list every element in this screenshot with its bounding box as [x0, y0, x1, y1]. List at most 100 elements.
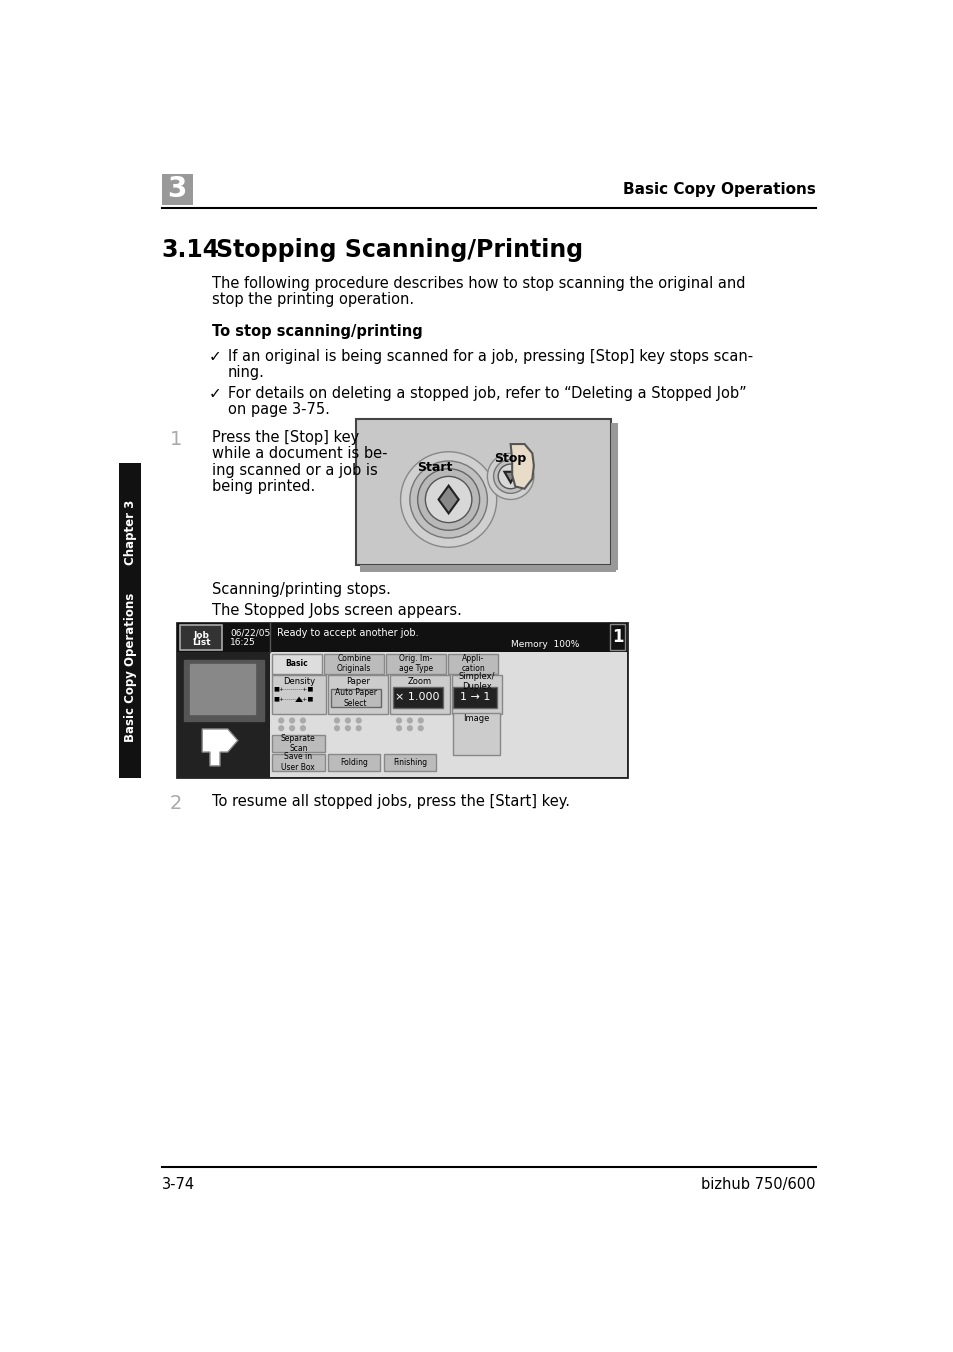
Text: ✓: ✓ [208, 387, 221, 402]
Text: The Stopped Jobs screen appears.: The Stopped Jobs screen appears. [212, 603, 461, 618]
Circle shape [395, 725, 402, 731]
Text: 2: 2 [170, 794, 182, 813]
FancyBboxPatch shape [453, 713, 499, 756]
FancyBboxPatch shape [179, 625, 222, 650]
Circle shape [355, 718, 361, 723]
Circle shape [410, 461, 487, 538]
Text: The following procedure describes how to stop scanning the original and: The following procedure describes how to… [212, 276, 745, 291]
Text: Combine
Originals: Combine Originals [336, 654, 371, 673]
Text: Density: Density [283, 677, 314, 685]
Text: 06/22/05: 06/22/05 [230, 629, 270, 637]
FancyBboxPatch shape [328, 675, 388, 714]
FancyBboxPatch shape [323, 653, 384, 673]
Circle shape [417, 469, 479, 530]
FancyBboxPatch shape [355, 419, 611, 565]
FancyBboxPatch shape [453, 687, 497, 708]
Circle shape [417, 725, 423, 731]
Text: Ready to accept another job.: Ready to accept another job. [276, 627, 417, 638]
Text: Press the [Stop] key: Press the [Stop] key [212, 430, 359, 445]
Text: Folding: Folding [340, 757, 368, 767]
Circle shape [406, 718, 413, 723]
Text: Image: Image [463, 714, 489, 723]
Circle shape [425, 476, 472, 523]
Text: Stop: Stop [494, 452, 526, 465]
FancyBboxPatch shape [447, 653, 497, 673]
Text: If an original is being scanned for a job, pressing [Stop] key stops scan-: If an original is being scanned for a jo… [228, 349, 752, 364]
FancyBboxPatch shape [270, 652, 626, 776]
Text: List: List [192, 638, 210, 648]
FancyBboxPatch shape [177, 623, 626, 652]
Text: while a document is be-: while a document is be- [212, 446, 387, 461]
Circle shape [400, 452, 497, 548]
Text: Paper: Paper [346, 677, 370, 685]
Text: Memory  100%: Memory 100% [510, 639, 578, 649]
Polygon shape [202, 729, 237, 767]
Polygon shape [510, 443, 534, 488]
FancyBboxPatch shape [452, 675, 501, 714]
Text: Auto Paper
Select: Auto Paper Select [335, 688, 376, 708]
FancyBboxPatch shape [177, 652, 270, 776]
Circle shape [344, 725, 351, 731]
Circle shape [479, 725, 485, 731]
Circle shape [289, 725, 294, 731]
Text: bizhub 750/600: bizhub 750/600 [700, 1178, 815, 1192]
Text: To stop scanning/printing: To stop scanning/printing [212, 324, 422, 339]
Text: Save in
User Box: Save in User Box [281, 752, 314, 772]
FancyBboxPatch shape [360, 565, 616, 572]
Text: Basic: Basic [286, 658, 308, 668]
FancyBboxPatch shape [183, 660, 264, 721]
Circle shape [468, 725, 475, 731]
Text: ning.: ning. [228, 365, 264, 380]
FancyBboxPatch shape [328, 753, 380, 771]
Circle shape [289, 718, 294, 723]
Circle shape [344, 718, 351, 723]
Text: Scanning/printing stops.: Scanning/printing stops. [212, 581, 391, 596]
Circle shape [457, 718, 464, 723]
FancyBboxPatch shape [393, 687, 443, 708]
Text: Start: Start [416, 461, 452, 475]
Text: For details on deleting a stopped job, refer to “Deleting a Stopped Job”: For details on deleting a stopped job, r… [228, 387, 745, 402]
Text: Chapter 3: Chapter 3 [124, 499, 136, 565]
Circle shape [299, 718, 306, 723]
Text: 3: 3 [168, 176, 187, 203]
Polygon shape [294, 696, 303, 702]
Text: 1: 1 [611, 629, 622, 646]
FancyBboxPatch shape [177, 623, 626, 776]
Text: on page 3-75.: on page 3-75. [228, 402, 330, 416]
Polygon shape [504, 472, 517, 483]
Circle shape [278, 725, 284, 731]
Circle shape [479, 718, 485, 723]
Circle shape [334, 725, 340, 731]
Text: stop the printing operation.: stop the printing operation. [212, 292, 414, 307]
Circle shape [417, 718, 423, 723]
Text: × 1.000: × 1.000 [395, 692, 439, 703]
FancyBboxPatch shape [272, 675, 326, 714]
Circle shape [493, 460, 527, 493]
Text: being printed.: being printed. [212, 479, 315, 493]
Circle shape [278, 718, 284, 723]
FancyBboxPatch shape [190, 664, 254, 714]
FancyBboxPatch shape [272, 735, 324, 752]
Text: ing scanned or a job is: ing scanned or a job is [212, 462, 377, 477]
Circle shape [334, 718, 340, 723]
Polygon shape [438, 485, 458, 514]
Text: Stopping Scanning/Printing: Stopping Scanning/Printing [216, 238, 582, 262]
FancyBboxPatch shape [390, 675, 450, 714]
Text: Finishing: Finishing [393, 757, 427, 767]
Circle shape [395, 718, 402, 723]
FancyBboxPatch shape [385, 653, 446, 673]
FancyBboxPatch shape [609, 625, 624, 650]
Text: 1: 1 [170, 430, 182, 449]
Circle shape [355, 725, 361, 731]
Text: Simplex/
Duplex: Simplex/ Duplex [458, 672, 495, 691]
FancyBboxPatch shape [119, 462, 141, 779]
Text: 3-74: 3-74 [162, 1178, 194, 1192]
Text: Basic Copy Operations: Basic Copy Operations [622, 181, 815, 196]
Circle shape [406, 725, 413, 731]
Text: 16:25: 16:25 [230, 638, 255, 648]
Text: To resume all stopped jobs, press the [Start] key.: To resume all stopped jobs, press the [S… [212, 794, 570, 808]
FancyBboxPatch shape [611, 423, 618, 569]
Text: Job: Job [193, 630, 209, 639]
Text: 3.14: 3.14 [162, 238, 220, 262]
Circle shape [457, 725, 464, 731]
